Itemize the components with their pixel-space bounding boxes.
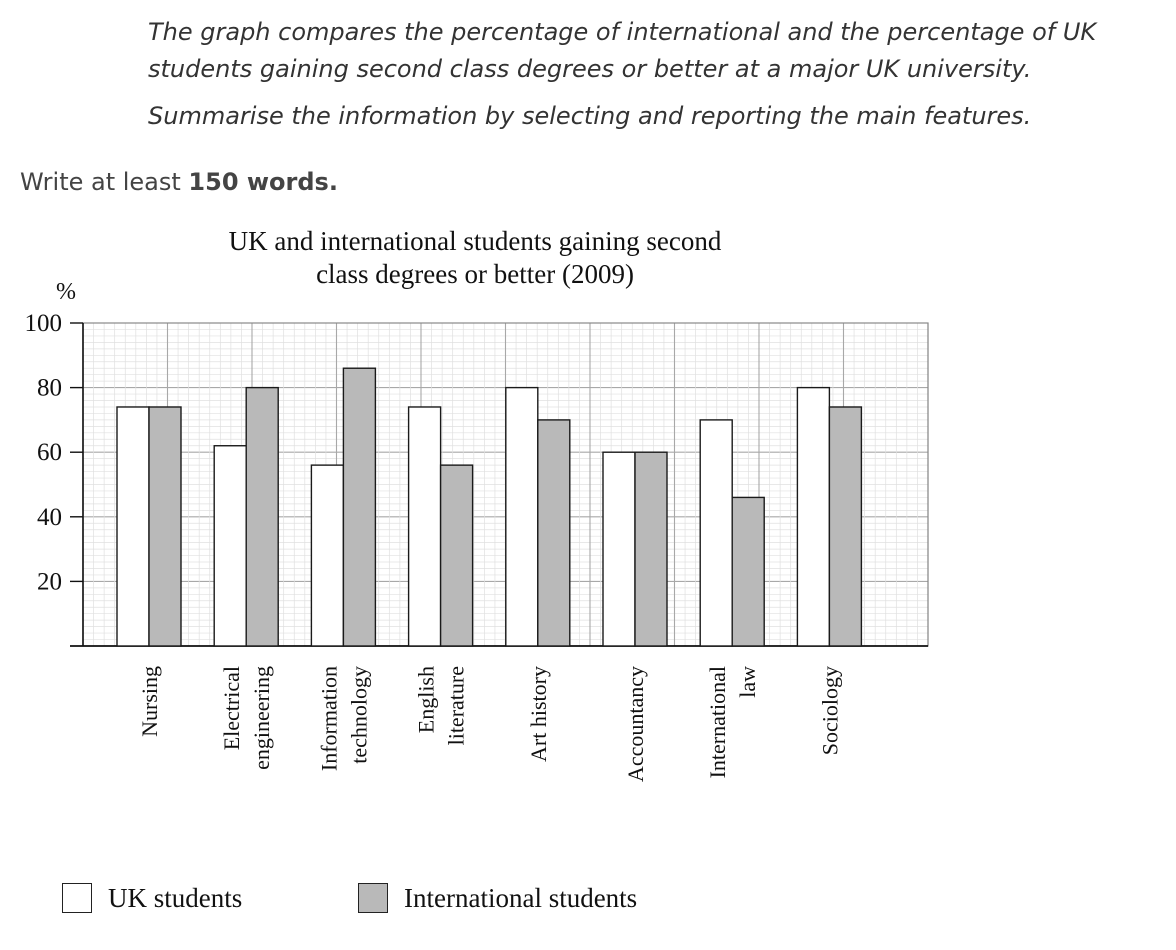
x-tick-label: Nursing: [137, 666, 162, 737]
bar-international-students: [245, 386, 279, 647]
x-tick-label-group: Electrical engineering: [219, 666, 274, 770]
bars: [116, 367, 863, 647]
chart-title-line-1: UK and international students gaining se…: [229, 226, 722, 256]
bar-international-students: [634, 451, 668, 647]
x-tick-label: literature: [444, 666, 469, 745]
bar-uk-students: [407, 406, 442, 647]
x-tick-label: engineering: [249, 666, 274, 770]
x-tick-label-group: English literature: [414, 666, 469, 745]
y-tick-label: 100: [25, 310, 63, 337]
legend-swatch-uk: [62, 883, 92, 913]
x-tick-label-group: Art history: [526, 666, 551, 762]
prompt-line-3: Summarise the information by selecting a…: [148, 102, 1032, 130]
instruction-word-count: 150 words.: [188, 168, 338, 196]
x-tick-label: law: [735, 666, 760, 698]
chart-title-line-2: class degrees or better (2009): [316, 259, 634, 289]
bar-international-students: [342, 367, 377, 647]
x-tick-label: technology: [346, 666, 371, 764]
bar-chart: 20 40 60 80 100% UK and international student…: [25, 226, 929, 782]
x-tick-label: Art history: [526, 666, 551, 762]
prompt-line-1: The graph compares the percentage of int…: [148, 18, 1097, 46]
legend-label-uk: UK students: [108, 882, 243, 913]
task-prompt: The graph compares the percentage of int…: [148, 14, 1128, 135]
bar-uk-students: [213, 445, 247, 647]
bar-international-students: [828, 406, 863, 647]
x-tick-label: Electrical: [219, 666, 244, 750]
x-tick-label: International: [705, 666, 730, 778]
x-tick-label: Information: [316, 666, 341, 771]
bar-international-students: [439, 464, 474, 647]
bar-international-students: [731, 496, 765, 647]
bar-uk-students: [116, 406, 150, 647]
prompt-line-2: students gaining second class degrees or…: [148, 55, 1032, 83]
y-tick-label: 60: [37, 439, 62, 466]
bar-uk-students: [602, 451, 636, 647]
legend-item-international: International students: [358, 880, 637, 916]
y-tick-label: 80: [37, 375, 62, 402]
bar-uk-students: [796, 386, 831, 647]
legend-item-uk: UK students: [62, 880, 242, 916]
x-tick-label-group: Information technology: [316, 666, 371, 771]
word-count-instruction: Write at least 150 words.: [20, 168, 338, 196]
x-tick-label-group: International law: [705, 666, 760, 779]
y-tick-label: 20: [37, 568, 62, 595]
x-tick-label-group: Accountancy: [623, 666, 648, 782]
bar-uk-students: [310, 464, 345, 647]
x-tick-label: English: [414, 666, 439, 733]
bar-uk-students: [505, 386, 539, 647]
bar-international-students: [148, 406, 182, 647]
x-tick-label-group: Nursing: [137, 666, 162, 737]
bar-uk-students: [699, 419, 733, 647]
legend-swatch-international: [358, 883, 388, 913]
legend-label-international: International students: [404, 882, 638, 913]
x-tick-label: Accountancy: [623, 666, 648, 782]
instruction-text: Write at least: [20, 168, 189, 196]
x-tick-label: Sociology: [817, 666, 842, 755]
y-axis-label: %: [56, 279, 76, 305]
y-tick-label: 40: [37, 504, 62, 531]
bar-international-students: [537, 419, 571, 647]
x-tick-label-group: Sociology: [817, 666, 842, 755]
